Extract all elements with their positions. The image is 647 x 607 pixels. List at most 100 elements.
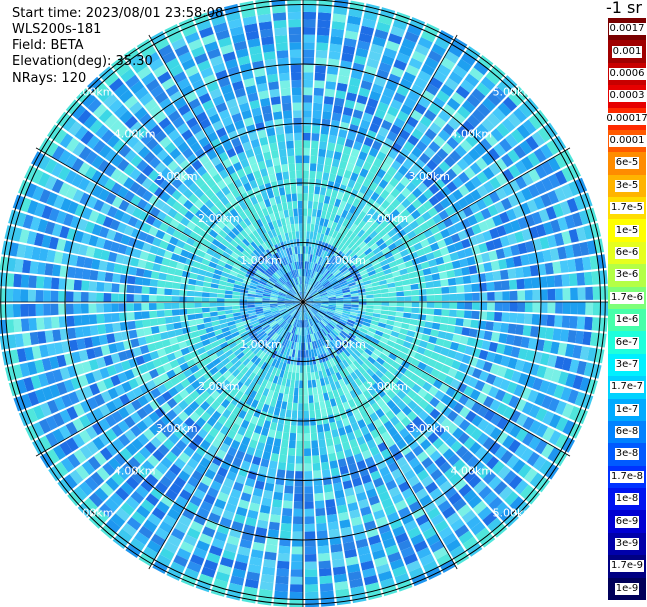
data-cell [329, 321, 336, 328]
data-cell [487, 204, 499, 217]
data-cell [404, 354, 414, 364]
data-cell [345, 229, 354, 239]
data-cell [341, 114, 352, 124]
data-cell [223, 477, 235, 489]
data-cell [376, 205, 386, 215]
data-cell [313, 394, 319, 403]
data-cell [384, 504, 397, 516]
data-cell [518, 348, 528, 360]
data-cell [404, 302, 412, 307]
data-cell [219, 442, 230, 453]
data-cell [277, 461, 287, 471]
data-cell [30, 375, 42, 390]
data-cell [313, 340, 318, 349]
data-cell [576, 360, 587, 375]
data-cell [361, 362, 370, 372]
data-cell [500, 322, 509, 333]
data-cell [142, 415, 154, 428]
data-cell [347, 319, 356, 325]
data-cell [534, 180, 547, 195]
data-cell [435, 338, 445, 347]
data-cell [296, 440, 303, 449]
data-cell [270, 181, 278, 190]
data-cell [335, 305, 344, 309]
data-cell [466, 114, 481, 128]
data-cell [408, 457, 421, 469]
data-cell [194, 395, 205, 406]
data-cell [136, 420, 148, 433]
data-cell [224, 502, 237, 514]
data-cell [313, 364, 318, 373]
data-cell [50, 290, 59, 302]
data-cell [349, 232, 357, 241]
data-cell [194, 285, 203, 292]
data-cell [32, 405, 45, 420]
data-cell [394, 421, 405, 433]
data-cell [458, 184, 470, 197]
data-cell [248, 372, 257, 381]
data-cell [314, 186, 321, 195]
data-cell [487, 147, 500, 162]
data-cell [299, 365, 303, 373]
data-cell [373, 309, 382, 314]
data-cell [186, 290, 195, 297]
data-cell [152, 449, 165, 462]
data-cell [284, 186, 291, 195]
data-cell [353, 141, 363, 151]
data-cell [210, 390, 221, 400]
data-cell [388, 365, 398, 375]
data-cell [314, 224, 319, 233]
data-cell [262, 403, 270, 413]
data-cell [124, 429, 137, 442]
data-cell [296, 334, 300, 343]
data-cell [323, 361, 329, 370]
data-cell [357, 419, 367, 429]
data-cell [560, 329, 569, 342]
data-cell [185, 501, 199, 514]
data-cell [263, 420, 271, 429]
data-cell [585, 286, 594, 300]
data-cell [456, 285, 465, 293]
data-cell [296, 319, 300, 328]
data-cell [423, 188, 434, 200]
data-cell [139, 345, 150, 355]
data-cell [253, 383, 261, 393]
data-cell [360, 232, 369, 241]
data-cell [557, 342, 568, 356]
data-cell [496, 402, 508, 416]
data-cell [68, 339, 79, 352]
data-cell [376, 21, 391, 33]
data-cell [581, 394, 594, 410]
data-cell [374, 225, 384, 234]
data-cell [469, 202, 481, 214]
data-cell [319, 266, 325, 274]
data-cell [272, 445, 281, 455]
data-cell [444, 77, 459, 91]
data-cell [334, 97, 345, 107]
data-cell [515, 501, 530, 517]
data-cell [312, 110, 322, 119]
data-cell [226, 402, 236, 413]
data-cell [362, 214, 371, 223]
data-cell [352, 339, 361, 347]
data-cell [274, 164, 282, 174]
data-cell [226, 317, 235, 323]
data-cell [160, 456, 173, 469]
data-cell [350, 243, 359, 252]
data-cell [375, 369, 384, 379]
data-cell [446, 244, 457, 254]
data-cell [174, 268, 184, 277]
colorbar-tick-label: 6e-9 [614, 515, 640, 528]
data-cell [323, 392, 330, 401]
data-cell [159, 547, 175, 561]
data-cell [258, 330, 266, 338]
data-cell [283, 313, 290, 320]
data-cell [364, 520, 377, 531]
data-cell [363, 575, 379, 586]
data-cell [405, 494, 418, 506]
data-cell [346, 321, 355, 327]
data-cell [303, 291, 305, 299]
data-cell [118, 406, 130, 419]
data-cell [88, 303, 97, 314]
data-cell [161, 426, 173, 438]
